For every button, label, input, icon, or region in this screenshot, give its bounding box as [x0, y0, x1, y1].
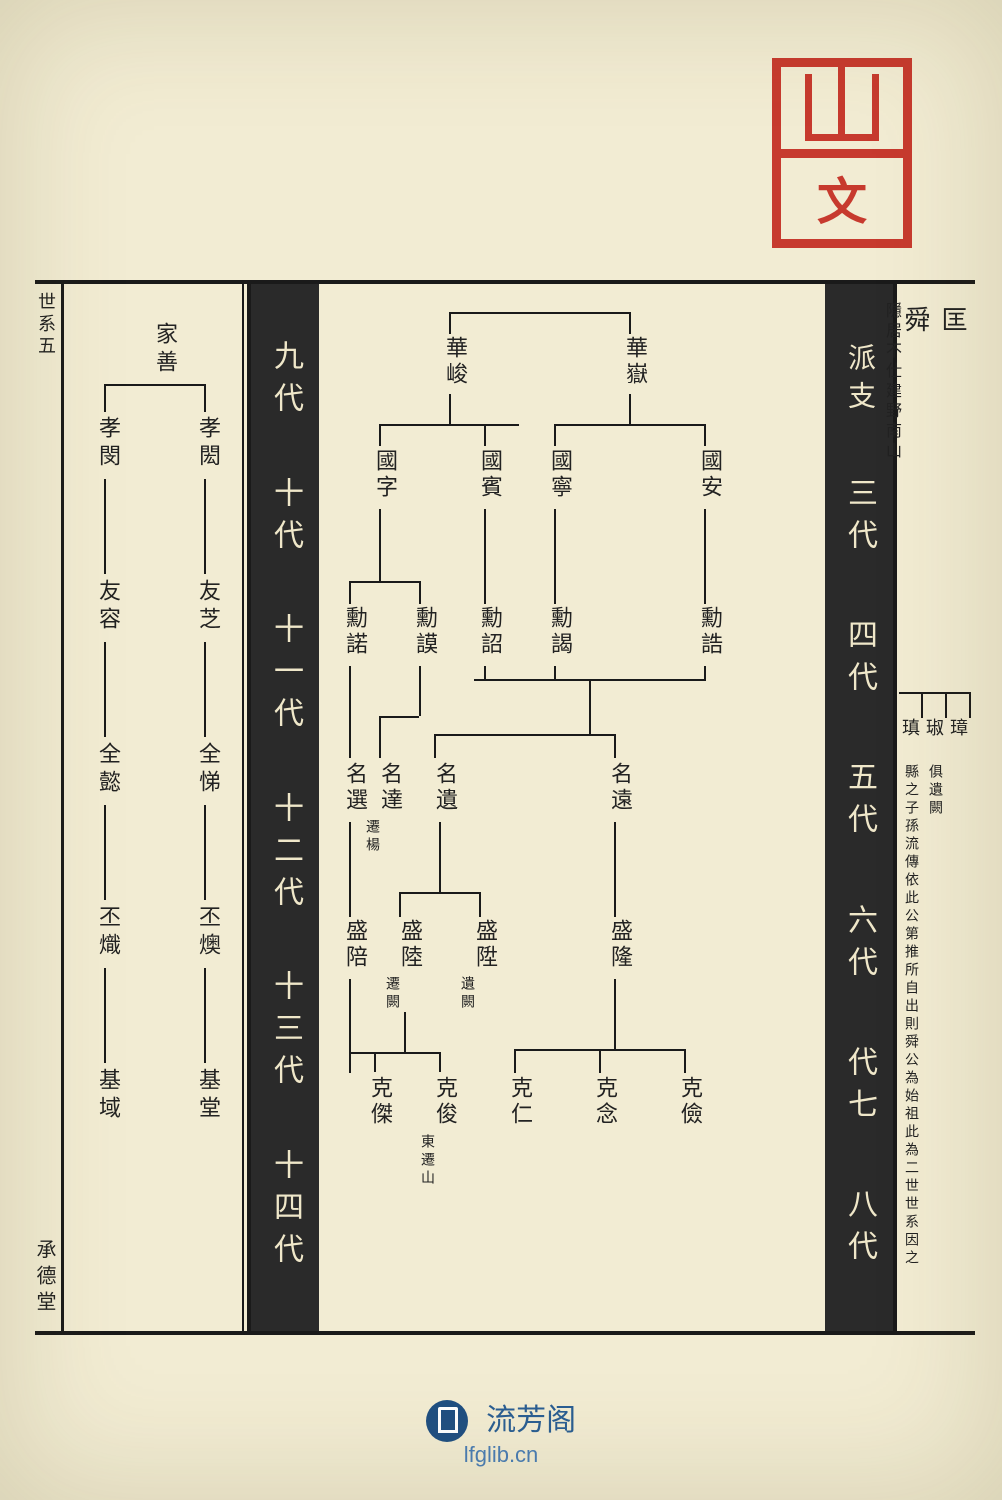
lineage-node: 華峻	[439, 336, 471, 388]
lineage-tree: 華嶽 華峻 國安 國寧 國賓 國字 勳誥 勳謁 勳詔 勳謨 勳諾	[319, 284, 825, 1331]
lineage-node: 名選	[339, 762, 371, 814]
left-node: 丕燠	[192, 905, 224, 961]
lineage-node: 華嶽	[619, 336, 651, 388]
watermark: 流芳阁 lfglib.cn	[0, 1400, 1002, 1468]
generation-label: 十一代	[263, 613, 307, 739]
lineage-node-sub: 遺闕	[456, 976, 476, 1012]
lineage-node: 克儉	[674, 1076, 706, 1128]
right-margin-column: 匡舜 璋 琡 俱遺闕 瑱 縣之子孫流傳依此公第推所自出則舜公為始祖此為二世世系因…	[893, 284, 975, 1331]
lineage-node: 名遠	[604, 762, 636, 814]
lineage-node: 名遺	[429, 762, 461, 814]
generation-label: 代七	[837, 1046, 881, 1130]
generation-label: 十代	[263, 477, 307, 561]
folio-hall: 承德堂	[35, 1239, 59, 1317]
branch-header: 派支	[839, 343, 879, 419]
generation-label: 五代	[837, 761, 881, 845]
lineage-node-sub: 遷楊	[361, 819, 381, 855]
branch-child: 璋	[948, 718, 968, 740]
left-node: 丕熾	[92, 905, 124, 961]
lineage-node: 克俊	[429, 1076, 461, 1128]
branch-note: 俱遺闕	[927, 764, 942, 818]
folio-heading: 世系五	[35, 284, 59, 358]
genealogy-page: 匡舜 璋 琡 俱遺闕 瑱 縣之子孫流傳依此公第推所自出則舜公為始祖此為二世世系因…	[35, 280, 975, 1335]
generation-label: 十二代	[263, 792, 307, 918]
lineage-node: 國寧	[544, 449, 576, 501]
lineage-node: 勳謨	[409, 606, 441, 658]
left-node: 基堂	[192, 1068, 224, 1124]
left-node: 友芝	[192, 579, 224, 635]
watermark-brand: 流芳阁	[486, 1403, 576, 1439]
book-icon	[426, 1400, 468, 1442]
left-node: 孝閎	[192, 416, 224, 472]
left-node: 全懿	[92, 742, 124, 798]
lineage-node: 國賓	[474, 449, 506, 501]
left-lineage-block: 家善 孝閎 孝閔 友芝 友容 全悌 全懿 丕燠 丕熾 基堂 基域	[61, 284, 251, 1331]
left-node: 全悌	[192, 742, 224, 798]
generation-label: 八代	[837, 1188, 881, 1272]
generation-label: 三代	[837, 477, 881, 561]
lineage-node: 盛陞	[469, 919, 501, 971]
left-node: 友容	[92, 579, 124, 635]
generation-label: 十三代	[263, 970, 307, 1096]
lineage-node: 國安	[694, 449, 726, 501]
left-head: 家善	[149, 322, 181, 378]
ancestor-name: 匡舜	[899, 294, 971, 362]
lineage-node: 勳諾	[339, 606, 371, 658]
seal-bottom-char: 文	[781, 158, 903, 240]
lineage-node: 盛陸	[394, 919, 426, 971]
left-node: 基域	[92, 1068, 124, 1124]
lineage-node-sub: 東遷山	[416, 1134, 436, 1188]
collection-seal: 文	[772, 58, 912, 248]
lineage-node: 克仁	[504, 1076, 536, 1128]
generation-bar-left: 九代 十代 十一代 十二代 十三代 十四代	[251, 284, 319, 1331]
generation-label: 四代	[837, 619, 881, 703]
lineage-node: 克念	[589, 1076, 621, 1128]
lineage-node: 國字	[369, 449, 401, 501]
lineage-node: 盛陪	[339, 919, 371, 971]
branch-child: 瑱	[900, 718, 920, 740]
lineage-node: 勳詔	[474, 606, 506, 658]
generation-label: 十四代	[263, 1149, 307, 1275]
watermark-url: lfglib.cn	[0, 1442, 1002, 1468]
left-node: 孝閔	[92, 416, 124, 472]
lineage-node: 名達	[374, 762, 406, 814]
branch-note: 縣之子孫流傳依此公第推所自出則舜公為始祖此為二世世系因之	[903, 764, 918, 1268]
lineage-node: 克傑	[364, 1076, 396, 1128]
generation-label: 九代	[263, 340, 307, 424]
lineage-node: 盛隆	[604, 919, 636, 971]
branch-child: 琡	[924, 718, 944, 740]
generation-label: 六代	[837, 904, 881, 988]
lineage-node: 勳謁	[544, 606, 576, 658]
lineage-node-sub: 遷闕	[381, 976, 401, 1012]
lineage-node: 勳誥	[694, 606, 726, 658]
right-margin-branch: 璋 琡 俱遺闕 瑱 縣之子孫流傳依此公第推所自出則舜公為始祖此為二世世系因之	[899, 682, 971, 1321]
